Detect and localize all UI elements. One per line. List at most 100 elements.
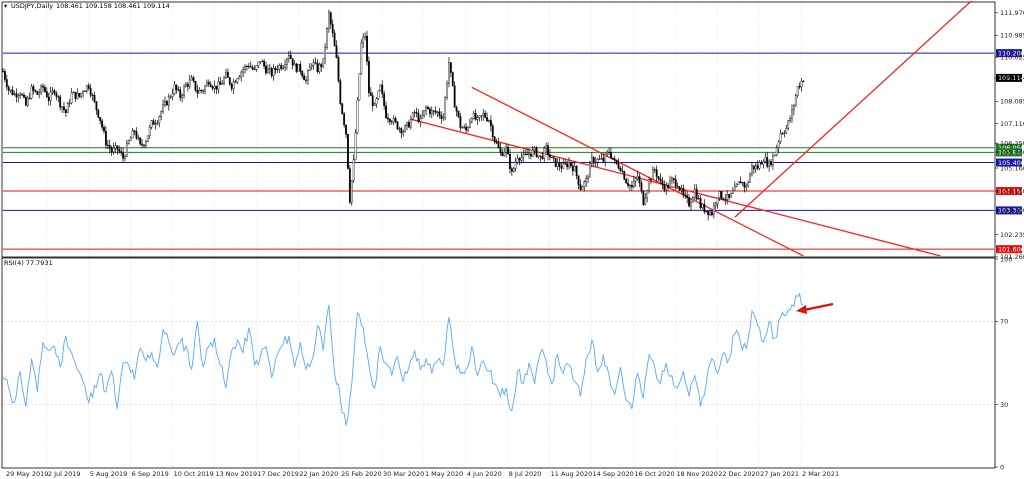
candle-body [9,89,12,91]
candle-body [735,183,738,187]
candle-body [171,93,174,97]
candle-body [329,12,332,25]
candle-body [270,68,273,77]
candle-body [737,181,740,185]
candle-body [455,106,458,112]
candle-body [775,147,778,156]
candle-body [135,131,138,139]
candle-body [217,81,220,90]
candle-body [198,90,201,94]
candle-body [335,45,338,58]
candle-body [739,181,742,184]
candle-body [758,162,761,169]
symbol-label: USDJPY,Daily [11,2,53,10]
candle-body [625,179,628,184]
candle-body [379,84,382,92]
candle-body [531,149,534,157]
candle-body [594,161,597,164]
candle-body [307,70,309,81]
candle-body [333,32,336,47]
candle-body [432,110,435,112]
annotation-arrow[interactable] [796,302,834,314]
candle-body [663,184,666,191]
candle-body [671,178,673,182]
candle-body [350,180,353,203]
candle-body [503,152,506,156]
candle-body [448,62,450,84]
candle-body [457,110,460,117]
trendline[interactable] [734,0,994,218]
level-price-label: 101.600 [998,245,1024,253]
candle-body [293,63,296,66]
candle-body [249,66,252,68]
candle-body [413,112,416,114]
candle-body [421,115,424,119]
candle-body [209,84,212,87]
candle-body [423,110,426,116]
candle-body [554,158,557,167]
level-price-label: 104.150 [998,187,1024,195]
candle-body [749,173,751,183]
candle-body [93,95,96,102]
candle-body [560,166,563,169]
candle-body [392,118,395,123]
x-tick-label: 4 Jun 2020 [467,470,502,478]
candle-body [226,72,229,78]
candle-body [377,90,380,99]
candle-body [76,93,79,99]
candle-body [718,191,721,198]
candle-body [631,185,633,188]
candle-body [505,146,508,153]
candle-body [28,97,31,99]
level-price-box [996,143,1022,152]
candle-body [453,85,456,108]
x-tick-label: 5 Aug 2019 [90,470,128,478]
candle-body [291,58,294,66]
candle-body [707,211,710,216]
candle-body [99,117,102,122]
candle-body [42,85,44,88]
candle-body [373,103,376,106]
candle-body [535,147,538,158]
candle-body [200,90,203,92]
candle-body [272,67,275,77]
candle-body [259,61,262,63]
candle-body [402,131,405,134]
candle-body [650,179,652,181]
candle-body [137,137,140,139]
candle-body [730,193,732,198]
candle-body [440,115,443,119]
candle-body [38,92,41,95]
candle-body [770,161,772,166]
candle-body [308,66,311,72]
candle-body [103,127,105,132]
candle-body [642,190,645,205]
candle-body [49,91,52,101]
candle-body [255,65,258,70]
candle-body [78,93,81,97]
candle-body [499,147,502,153]
candle-body [51,90,54,93]
candle-body [469,121,471,128]
candle-body [112,147,115,153]
x-tick-label: 29 May 2019 [6,470,48,478]
price-candles [2,9,805,221]
candle-body [322,58,325,67]
candle-body [697,198,700,200]
candle-body [318,64,321,72]
candle-body [72,91,75,94]
candle-body [150,120,153,128]
candle-body [257,61,260,66]
x-tick-label: 16 Oct 2020 [634,470,674,478]
candle-body [312,62,315,66]
candle-body [2,71,4,73]
candle-body [152,120,155,125]
candle-body [124,156,126,159]
y-tick-label: 108.085 [1000,98,1024,106]
candle-body [585,178,588,182]
candle-body [528,153,530,156]
candle-body [331,23,334,34]
candle-body [406,122,408,126]
